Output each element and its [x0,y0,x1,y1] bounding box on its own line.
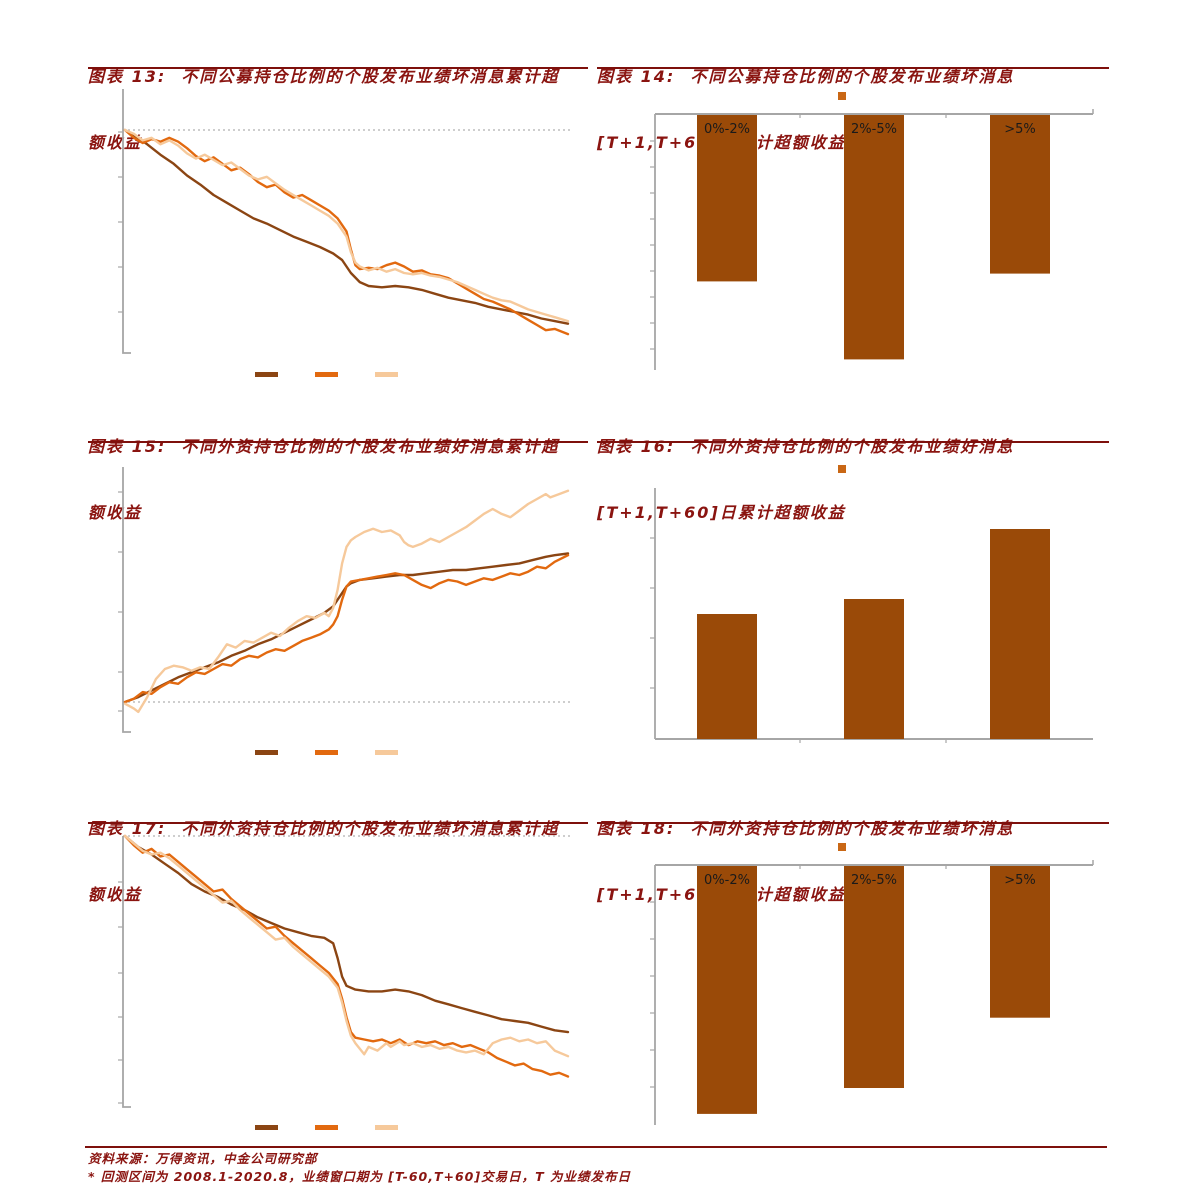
bar-label-2: 2%-5% [851,122,897,137]
figure-15-line-chart [118,467,572,755]
bar-label-2: 2%-5% [851,873,897,888]
y-axis [122,467,131,733]
legend-swatch-3 [375,1125,398,1130]
bar-3 [990,115,1050,274]
figure-16-title-line2: [T+1,T+60]日累计超额收益 [597,503,846,522]
figure-16-title-underline [597,441,1109,443]
line-series-3 [123,489,570,714]
legend-swatch-2 [315,750,338,755]
figure-14-title-underline [597,67,1109,69]
legend-square [838,465,846,473]
bar-label-1: 0%-2% [704,873,750,888]
figure-14-bar-chart: 0%-2% 2%-5% >5% [650,92,1094,370]
legend-square [838,843,846,851]
figure-16-bar-chart [650,465,1093,743]
line-series-3 [123,834,570,1058]
bar-1 [697,115,757,282]
figure-14-title-line1: 图表 14: 不同公募持仓比例的个股发布业绩坏消息 [597,67,1015,86]
y-axis [122,836,131,1108]
figure-18-title-underline [597,822,1109,824]
figure-17-title-underline [88,822,588,824]
figure-14-title: 图表 14: 不同公募持仓比例的个股发布业绩坏消息 [T+1,T+60]日累计超… [597,22,1014,198]
line-series-1 [123,128,570,325]
figure-13-title-line1: 图表 13: 不同公募持仓比例的个股发布业绩坏消息累计超 [88,67,560,86]
figure-17-line-chart [118,834,572,1130]
legend-swatch-1 [255,750,278,755]
legend-swatch-1 [255,372,278,377]
figure-13-line-chart [118,89,572,377]
figure-18-bar-chart: 0%-2% 2%-5% >5% [650,843,1094,1125]
bar-1 [697,614,757,739]
bar-2 [844,599,904,739]
bar-label-3: >5% [1004,873,1036,888]
legend-swatch-1 [255,1125,278,1130]
figure-13-title-underline [88,67,588,69]
footer-note: * 回测区间为 2008.1-2020.8，业绩窗口期为 [T-60,T+60]… [88,1169,631,1184]
legend-swatch-2 [315,1125,338,1130]
bar-2 [844,115,904,360]
legend-square [838,92,846,100]
footer-source: 资料来源：万得资讯，中金公司研究部 [88,1151,318,1166]
legend-swatch-2 [315,372,338,377]
figure-15-title-line2: 额收益 [88,503,143,522]
bar-3 [990,866,1050,1018]
footer-rule [85,1146,1107,1148]
figure-13-title: 图表 13: 不同公募持仓比例的个股发布业绩坏消息累计超 额收益 [88,22,559,198]
bar-2 [844,866,904,1088]
legend-swatch-3 [375,750,398,755]
figure-17-title-line2: 额收益 [88,885,143,904]
bar-3 [990,529,1050,739]
figure-15-title-underline [88,441,588,443]
line-series-2 [123,553,570,704]
bar-1 [697,866,757,1114]
line-series-1 [123,834,570,1034]
figure-13-title-line2: 额收益 [88,133,143,152]
y-axis [122,89,131,354]
bar-label-1: 0%-2% [704,122,750,137]
bar-label-3: >5% [1004,122,1036,137]
line-series-3 [123,128,570,323]
legend-swatch-3 [375,372,398,377]
line-series-2 [123,128,570,336]
